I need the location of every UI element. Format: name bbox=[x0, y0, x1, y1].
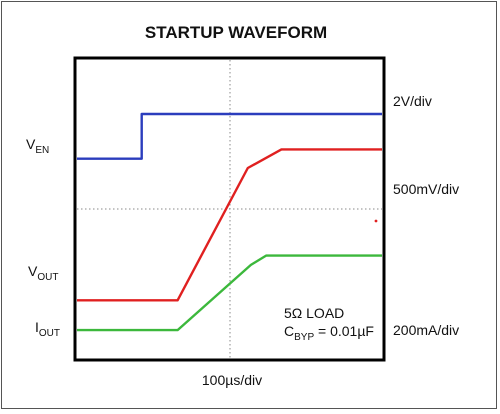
iout-scale-label: 200mA/div bbox=[393, 322, 459, 338]
trace-v-en bbox=[77, 112, 382, 160]
ven-scale-label: 2V/div bbox=[393, 93, 432, 109]
figure-frame: STARTUP WAVEFORM VEN VOUT IOUT 2V/div 50… bbox=[1, 1, 497, 409]
vout-label: VOUT bbox=[28, 263, 58, 283]
ven-label: VEN bbox=[26, 136, 49, 156]
time-scale-label: 100µs/div bbox=[202, 372, 262, 388]
red-marker-dot bbox=[374, 219, 378, 223]
trace-v-out bbox=[77, 148, 382, 302]
iout-label: IOUT bbox=[35, 319, 60, 339]
vout-scale-label: 500mV/div bbox=[393, 181, 459, 197]
load-annotation: 5Ω LOAD bbox=[284, 305, 344, 321]
chart-title: STARTUP WAVEFORM bbox=[145, 23, 327, 42]
scope-plot-area bbox=[73, 56, 386, 362]
trace-i-out bbox=[77, 254, 382, 332]
cbyp-annotation: CBYP = 0.01µF bbox=[284, 323, 374, 343]
